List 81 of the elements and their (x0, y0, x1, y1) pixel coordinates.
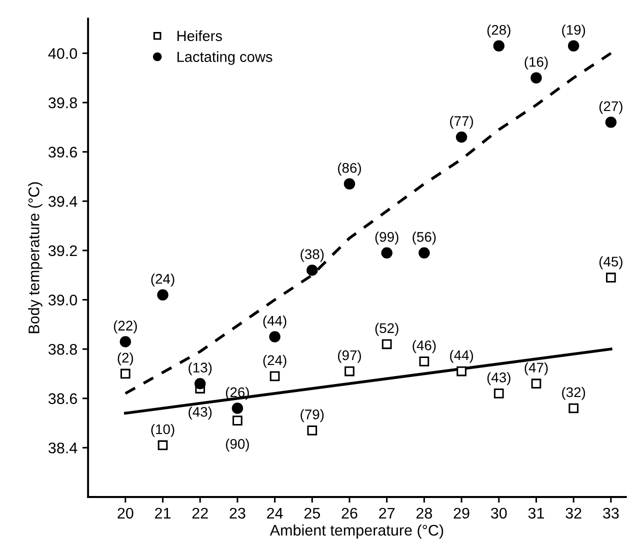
y-tick-label: 39.2 (48, 245, 77, 256)
annotation: (86) (338, 162, 361, 176)
y-tick-label: 39.6 (48, 146, 77, 158)
point (344, 366, 354, 376)
point (307, 426, 318, 436)
point (419, 356, 430, 366)
point (530, 72, 542, 84)
annotation: (28) (487, 24, 510, 38)
annotation: (19) (562, 24, 586, 38)
y-tick-label: 39.8 (48, 97, 77, 108)
point (306, 264, 318, 276)
x-tick-label: 28 (416, 508, 432, 519)
point (606, 272, 616, 283)
point (381, 247, 392, 259)
annotation: (56) (412, 232, 436, 245)
point (531, 378, 542, 389)
annotation: (38) (300, 248, 324, 262)
x-tick-label: 32 (566, 508, 582, 519)
point (269, 331, 280, 342)
annotation: (43) (188, 406, 212, 420)
point (456, 366, 466, 376)
x-tick-label: 31 (528, 508, 544, 519)
y-tick-label: 39.4 (48, 196, 78, 207)
annotation: (79) (300, 409, 324, 422)
annotation: (46) (412, 340, 436, 354)
legend-label: Lactating cows (177, 51, 272, 65)
y-axis-title: Body temperature (°C) (28, 182, 42, 334)
annotation: (16) (524, 56, 548, 70)
y-tick-label: 39.0 (48, 294, 78, 306)
point (605, 116, 617, 128)
annotation: (52) (375, 322, 398, 336)
x-tick-label: 27 (379, 508, 395, 518)
annotation: (99) (375, 232, 398, 245)
point (158, 440, 168, 450)
point (120, 336, 132, 348)
point (568, 403, 578, 414)
y-tick-label: 38.6 (48, 393, 77, 404)
x-tick-label: 23 (230, 508, 246, 519)
point (120, 368, 130, 379)
point (456, 131, 468, 143)
y-tick-label: 38.8 (48, 344, 77, 355)
point (494, 388, 504, 398)
x-tick-label: 30 (490, 508, 507, 519)
annotation: (47) (524, 362, 548, 376)
annotation: (45) (599, 256, 622, 270)
annotation: (43) (487, 372, 510, 386)
annotation: (22) (114, 320, 137, 334)
x-tick-label: 29 (454, 508, 470, 519)
y-tick-label: 40.0 (48, 48, 78, 59)
y-tick-label: 38.4 (48, 442, 78, 454)
point (157, 289, 168, 300)
x-tick-label: 20 (118, 508, 134, 519)
annotation: (32) (562, 386, 586, 400)
point (418, 247, 430, 259)
point (493, 40, 504, 52)
annotation: (97) (338, 350, 361, 363)
x-tick-label: 33 (603, 508, 619, 519)
legend-label: Heifers (177, 30, 222, 42)
annotation: (44) (263, 315, 286, 328)
annotation: (27) (599, 100, 622, 114)
annotation: (44) (450, 350, 474, 363)
point (270, 371, 280, 382)
x-axis-title: Ambient temperature (°C) (270, 524, 444, 539)
annotation: (90) (226, 438, 249, 452)
x-tick-label: 22 (192, 508, 208, 518)
annotation: (24) (151, 274, 174, 287)
annotation: (77) (450, 116, 474, 129)
point (382, 339, 392, 350)
point (194, 378, 206, 390)
annotation: (2) (118, 352, 134, 366)
annotation: (13) (188, 362, 212, 376)
x-tick-label: 21 (155, 508, 171, 518)
point (344, 178, 356, 190)
point (232, 416, 242, 426)
annotation: (10) (151, 424, 174, 437)
point (232, 402, 244, 414)
x-tick-label: 24 (267, 508, 283, 518)
x-tick-label: 25 (304, 508, 320, 519)
point (568, 40, 580, 52)
annotation: (24) (263, 354, 286, 368)
x-tick-label: 26 (342, 508, 358, 519)
